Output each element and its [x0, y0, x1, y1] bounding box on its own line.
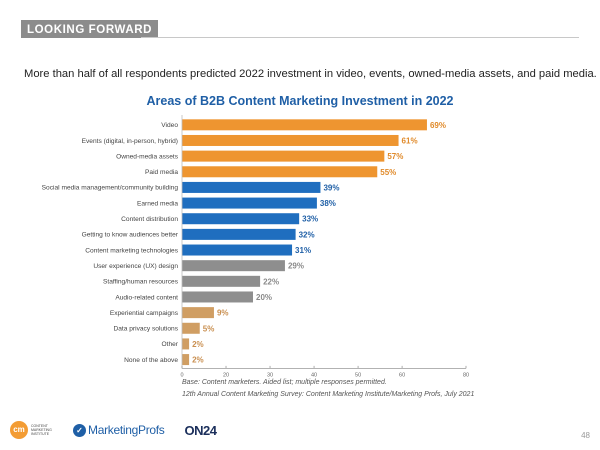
value-label: 61% [402, 136, 418, 145]
page-number: 48 [581, 431, 590, 440]
value-label: 55% [380, 168, 396, 177]
section-divider [141, 37, 579, 38]
category-label: None of the above [124, 357, 178, 364]
category-label: Social media management/community buildi… [42, 185, 179, 192]
bar [182, 213, 300, 225]
category-label: Video [161, 122, 178, 129]
bar [182, 181, 321, 193]
x-tick-label: 20 [223, 372, 229, 378]
value-label: 39% [323, 183, 339, 192]
logo-bar: cm Content Marketing Institute ✓ Marketi… [10, 418, 217, 442]
footnote-source: 12th Annual Content Marketing Survey: Co… [182, 391, 475, 398]
bar [182, 354, 190, 366]
headline: More than half of all respondents predic… [24, 68, 597, 80]
bar [182, 322, 200, 334]
category-label: Other [162, 341, 179, 348]
category-label: Experiential campaigns [110, 310, 179, 317]
marketingprofs-logo-text: MarketingProfs [88, 423, 165, 437]
category-label: Getting to know audiences better [82, 232, 179, 239]
bar [182, 150, 385, 162]
bar [182, 166, 378, 178]
value-label: 38% [320, 199, 336, 208]
cmi-logo-mark: cm [10, 421, 28, 439]
cmi-logo-text: Content Marketing Institute [31, 424, 52, 436]
value-label: 69% [430, 121, 446, 130]
value-label: 9% [217, 309, 229, 318]
value-label: 2% [192, 356, 204, 365]
chart-title: Areas of B2B Content Marketing Investmen… [146, 94, 454, 108]
category-label: Earned media [137, 200, 178, 207]
x-tick-label: 40 [311, 372, 317, 378]
x-tick-label: 60 [399, 372, 405, 378]
marketingprofs-logo: ✓ MarketingProfs [73, 423, 165, 437]
category-label: Staffing/human resources [103, 279, 179, 286]
value-label: 2% [192, 340, 204, 349]
bar [182, 244, 293, 256]
value-label: 33% [302, 215, 318, 224]
category-label: Events (digital, in-person, hybrid) [82, 138, 178, 145]
bar [182, 291, 253, 303]
bar [182, 134, 399, 146]
value-label: 5% [203, 324, 215, 333]
value-label: 22% [263, 277, 279, 286]
value-label: 32% [299, 230, 315, 239]
category-label: Paid media [145, 169, 178, 176]
category-label: Content marketing technologies [85, 247, 178, 254]
x-tick-label: 30 [267, 372, 273, 378]
bar [182, 228, 296, 240]
cmi-logo: cm Content Marketing Institute [10, 421, 53, 439]
bar [182, 197, 317, 209]
on24-logo: ON24 [184, 422, 217, 438]
bar [182, 307, 214, 319]
bar [182, 338, 190, 350]
footnote-base: Base: Content marketers. Aided list; mul… [182, 379, 387, 386]
x-tick-label: 0 [180, 372, 183, 378]
bar [182, 119, 427, 131]
category-label: Content distribution [121, 216, 178, 223]
section-tag: LOOKING FORWARD [21, 20, 159, 38]
x-tick-label: 50 [355, 372, 361, 378]
category-label: Audio-related content [115, 294, 178, 301]
category-label: Data privacy solutions [113, 326, 178, 333]
marketingprofs-check-icon: ✓ [73, 423, 86, 437]
category-label: User experience (UX) design [93, 263, 178, 270]
x-tick-label: 80 [463, 372, 469, 378]
value-label: 57% [387, 152, 403, 161]
bar [182, 260, 285, 272]
category-label: Owned-media assets [116, 153, 179, 160]
value-label: 29% [288, 262, 304, 271]
value-label: 31% [295, 246, 311, 255]
value-label: 20% [256, 293, 272, 302]
bar [182, 275, 261, 287]
